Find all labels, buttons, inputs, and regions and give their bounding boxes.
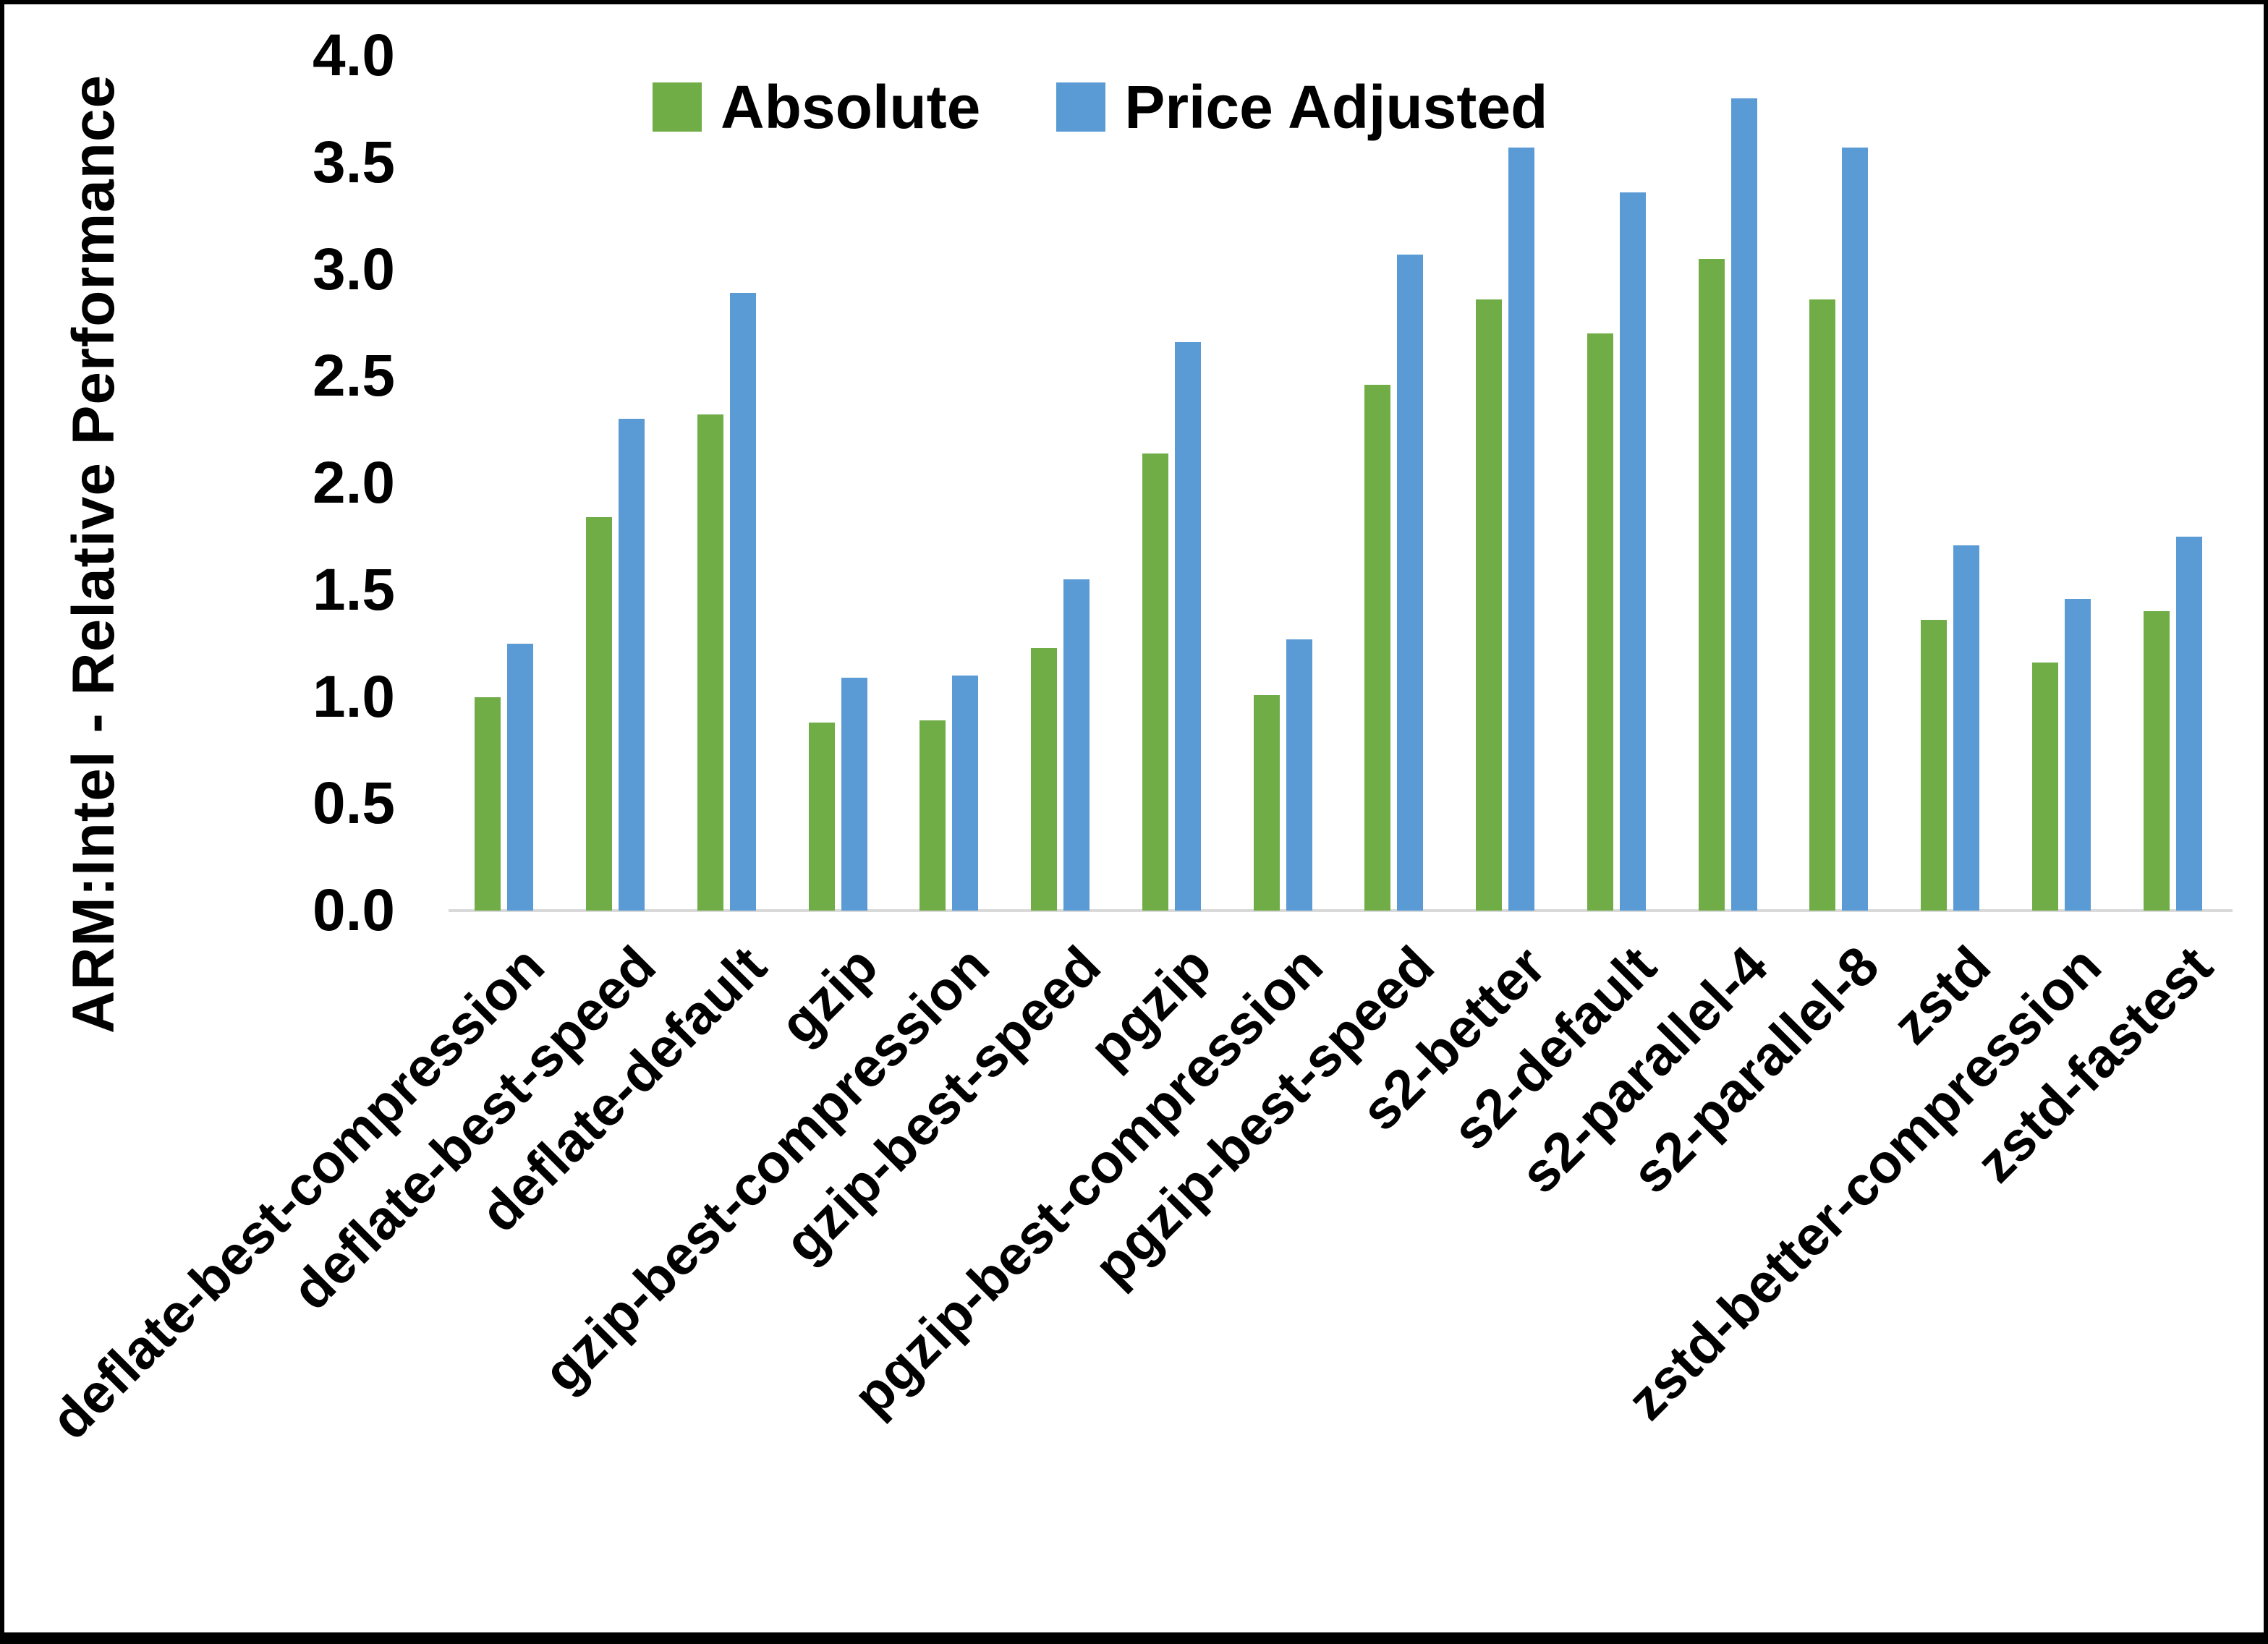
bar-absolute [919, 720, 946, 911]
y-tick-label: 4.0 [313, 22, 395, 88]
bar-absolute [1253, 694, 1280, 911]
bar-price-adjusted [1286, 639, 1312, 911]
bar-price-adjusted [507, 643, 534, 911]
y-tick-label: 0.0 [313, 877, 395, 943]
bar-absolute [808, 722, 835, 911]
y-tick-label: 1.0 [313, 663, 395, 730]
bar-price-adjusted [1730, 98, 1757, 911]
legend-item: Price Adjusted [1056, 77, 1547, 137]
bar-price-adjusted [1619, 192, 1646, 911]
bar-absolute [1698, 258, 1725, 911]
bar-absolute [1031, 647, 1058, 911]
legend: Absolute Price Adjusted [653, 77, 1547, 137]
legend-swatch-icon [653, 82, 702, 132]
bar-price-adjusted [619, 419, 645, 911]
bar-price-adjusted [1842, 148, 1869, 911]
bar-price-adjusted [2064, 598, 2091, 911]
bar-group [1895, 56, 2006, 911]
x-axis-line [449, 909, 2233, 912]
bar-absolute [2031, 663, 2058, 911]
y-tick-label: 1.5 [313, 556, 395, 623]
bar-price-adjusted [729, 293, 756, 911]
y-tick-label: 3.0 [313, 236, 395, 302]
bar-absolute [2143, 611, 2170, 911]
bar-absolute [1921, 620, 1948, 911]
bar-price-adjusted [1953, 545, 1980, 911]
bar-group [1672, 56, 1783, 911]
y-tick-label: 0.5 [313, 770, 395, 837]
bar-group [1005, 56, 1116, 911]
bar-group [1227, 56, 1338, 911]
legend-label: Absolute [721, 73, 981, 141]
bar-group [1116, 56, 1228, 911]
bar-group [1783, 56, 1895, 911]
bar-absolute [1364, 385, 1391, 911]
bar-price-adjusted [1508, 148, 1535, 911]
bar-absolute [1142, 453, 1168, 911]
bar-price-adjusted [1397, 254, 1424, 911]
plot-area [449, 56, 2228, 911]
bar-absolute [1587, 333, 1613, 911]
bar-group [1338, 56, 1450, 911]
bar-price-adjusted [952, 675, 979, 911]
bar-price-adjusted [841, 677, 867, 911]
bar-absolute [1476, 299, 1503, 911]
bar-group [2117, 56, 2228, 911]
bar-absolute [1809, 299, 1836, 911]
bar-group [560, 56, 671, 911]
bar-group [1561, 56, 1673, 911]
y-tick-label: 2.0 [313, 450, 395, 516]
y-tick-label: 3.5 [313, 129, 395, 195]
bar-price-adjusted [1063, 579, 1090, 911]
bar-group [2006, 56, 2118, 911]
legend-swatch-icon [1056, 82, 1106, 132]
y-tick-label: 2.5 [313, 343, 395, 409]
bar-group [671, 56, 783, 911]
bar-price-adjusted [2175, 536, 2202, 911]
bar-group [1450, 56, 1561, 911]
bar-absolute [697, 414, 723, 911]
legend-label: Price Adjusted [1124, 73, 1548, 141]
bar-group [449, 56, 560, 911]
bar-group [893, 56, 1005, 911]
bar-price-adjusted [1174, 341, 1201, 911]
legend-item: Absolute [653, 77, 980, 137]
bar-group [782, 56, 893, 911]
bar-absolute [586, 517, 613, 911]
bar-absolute [475, 697, 501, 911]
